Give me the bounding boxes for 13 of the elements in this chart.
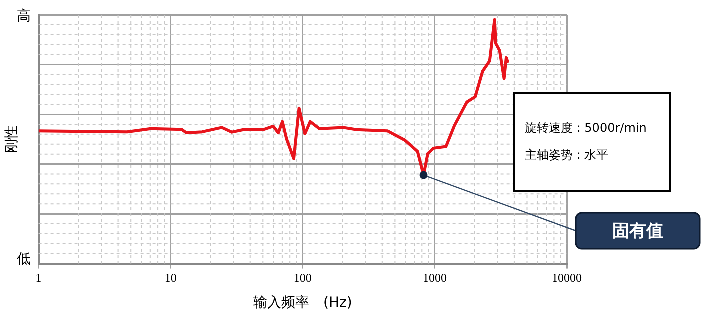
annotation: 旋转速度 : 5000r/min [525, 120, 648, 137]
x-tick-label: 1 [36, 271, 42, 286]
x-tick-label: 1000 [422, 271, 447, 286]
annotation: 主轴姿势 : 水平 [525, 147, 610, 164]
text: 低 [16, 251, 31, 268]
x-axis-title: 输入频率 (Hz) [253, 295, 352, 312]
text: 高 [16, 8, 31, 25]
y-axis-title: 刚性 [4, 125, 20, 154]
x-tick-label: 100 [294, 271, 312, 286]
info-box: 旋转速度 : 5000r/min 主轴姿势 : 水平 [513, 92, 671, 192]
x-tick-label: 10000 [552, 271, 582, 286]
text: 固有值 [612, 222, 664, 242]
x-tick-label: 10 [164, 271, 177, 286]
